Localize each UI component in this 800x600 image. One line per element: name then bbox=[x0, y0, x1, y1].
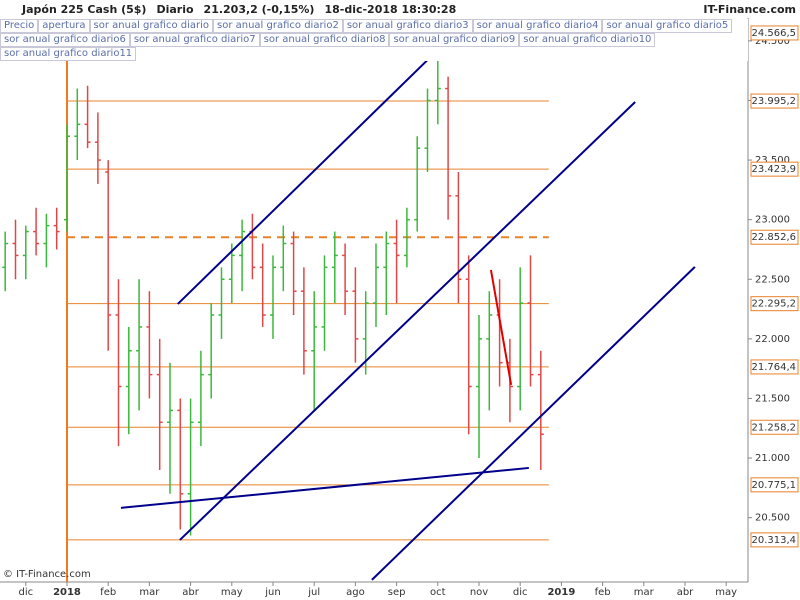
quote: 21.203,2 (-0,15%) bbox=[203, 2, 315, 16]
brand: IT-Finance.com bbox=[703, 2, 796, 16]
x-tick-label: jul bbox=[307, 587, 320, 598]
tab[interactable]: apertura bbox=[38, 19, 90, 33]
x-tick-label: mar bbox=[634, 587, 655, 598]
tab[interactable]: sor anual grafico diario bbox=[89, 19, 213, 33]
x-tick-label: feb bbox=[100, 587, 116, 598]
period: Diario bbox=[156, 2, 194, 16]
tab[interactable]: sor anual grafico diario9 bbox=[389, 33, 520, 47]
x-tick-label: sep bbox=[388, 587, 406, 598]
x-tick-label: 2019 bbox=[547, 587, 575, 598]
level-label-box bbox=[750, 477, 799, 493]
y-tick-label: 21.500 bbox=[755, 393, 790, 404]
y-tick-label: 23.500 bbox=[755, 155, 790, 166]
x-tick-label: ago bbox=[346, 587, 365, 598]
trendline bbox=[179, 101, 636, 541]
trendline bbox=[120, 466, 529, 509]
trendline bbox=[177, 47, 441, 305]
level-label: 22.295,2 bbox=[751, 299, 796, 310]
tab[interactable]: sor anual grafico diario5 bbox=[602, 19, 733, 33]
x-tick-label: abr bbox=[677, 587, 694, 598]
level-label-box bbox=[750, 359, 799, 375]
level-label: 22.852,6 bbox=[751, 232, 796, 243]
level-label: 20.775,1 bbox=[751, 480, 796, 491]
y-tick-label: 20.500 bbox=[755, 513, 790, 524]
level-label-box bbox=[750, 93, 799, 109]
tab[interactable]: sor anual grafico diario2 bbox=[213, 19, 343, 33]
tab[interactable]: sor anual grafico diario3 bbox=[342, 19, 473, 33]
title: Japón 225 Cash (5$) bbox=[22, 2, 147, 16]
x-tick-label: oct bbox=[430, 587, 446, 598]
tab[interactable]: sor anual grafico diario10 bbox=[519, 33, 656, 47]
tab[interactable]: sor anual grafico diario7 bbox=[129, 33, 260, 47]
y-tick-label: 21.000 bbox=[755, 453, 790, 464]
y-tick-label: 23.000 bbox=[755, 215, 790, 226]
level-label: 23.995,2 bbox=[751, 96, 796, 107]
level-label-box bbox=[750, 532, 799, 548]
x-tick-label: dic bbox=[18, 587, 33, 598]
level-label-box bbox=[750, 296, 799, 312]
level-label-box bbox=[750, 161, 799, 177]
x-tick-label: mar bbox=[139, 587, 160, 598]
y-tick-label: 22.500 bbox=[755, 274, 790, 285]
x-tick-label: feb bbox=[595, 587, 611, 598]
tab[interactable]: sor anual grafico diario6 bbox=[0, 33, 130, 47]
trendline bbox=[489, 269, 513, 386]
level-label: 24.566,5 bbox=[751, 28, 796, 39]
x-tick-label: may bbox=[221, 587, 243, 598]
tab[interactable]: sor anual grafico diario8 bbox=[259, 33, 390, 47]
level-label: 21.764,4 bbox=[751, 362, 796, 373]
level-label: 20.313,4 bbox=[751, 535, 796, 546]
y-tick-label: 22.000 bbox=[755, 334, 790, 345]
level-label: 23.423,9 bbox=[751, 164, 796, 175]
tab[interactable]: sor anual grafico diario11 bbox=[0, 47, 137, 61]
tab[interactable]: sor anual grafico diario4 bbox=[472, 19, 603, 33]
level-label-box bbox=[750, 229, 799, 245]
header: Japón 225 Cash (5$) Diario 21.203,2 (-0,… bbox=[0, 0, 800, 18]
x-tick-label: may bbox=[715, 587, 737, 598]
x-tick-label: dic bbox=[513, 587, 528, 598]
trendline bbox=[371, 266, 696, 581]
x-tick-label: abr bbox=[182, 587, 199, 598]
tabs: Precio apertura sor anual grafico diario so… bbox=[0, 19, 748, 61]
footer: © IT-Finance.com bbox=[3, 569, 91, 580]
datetime: 18-dic-2018 18:30:28 bbox=[324, 2, 457, 16]
level-label-box bbox=[750, 25, 799, 41]
x-tick-label: 2018 bbox=[53, 587, 81, 598]
level-label-box bbox=[750, 419, 799, 435]
y-tick-label: 24.500 bbox=[755, 36, 790, 47]
x-tick-label: nov bbox=[470, 587, 488, 598]
level-label: 21.258,2 bbox=[751, 422, 796, 433]
x-tick-label: jun bbox=[264, 587, 280, 598]
tab[interactable]: Precio bbox=[0, 19, 39, 33]
